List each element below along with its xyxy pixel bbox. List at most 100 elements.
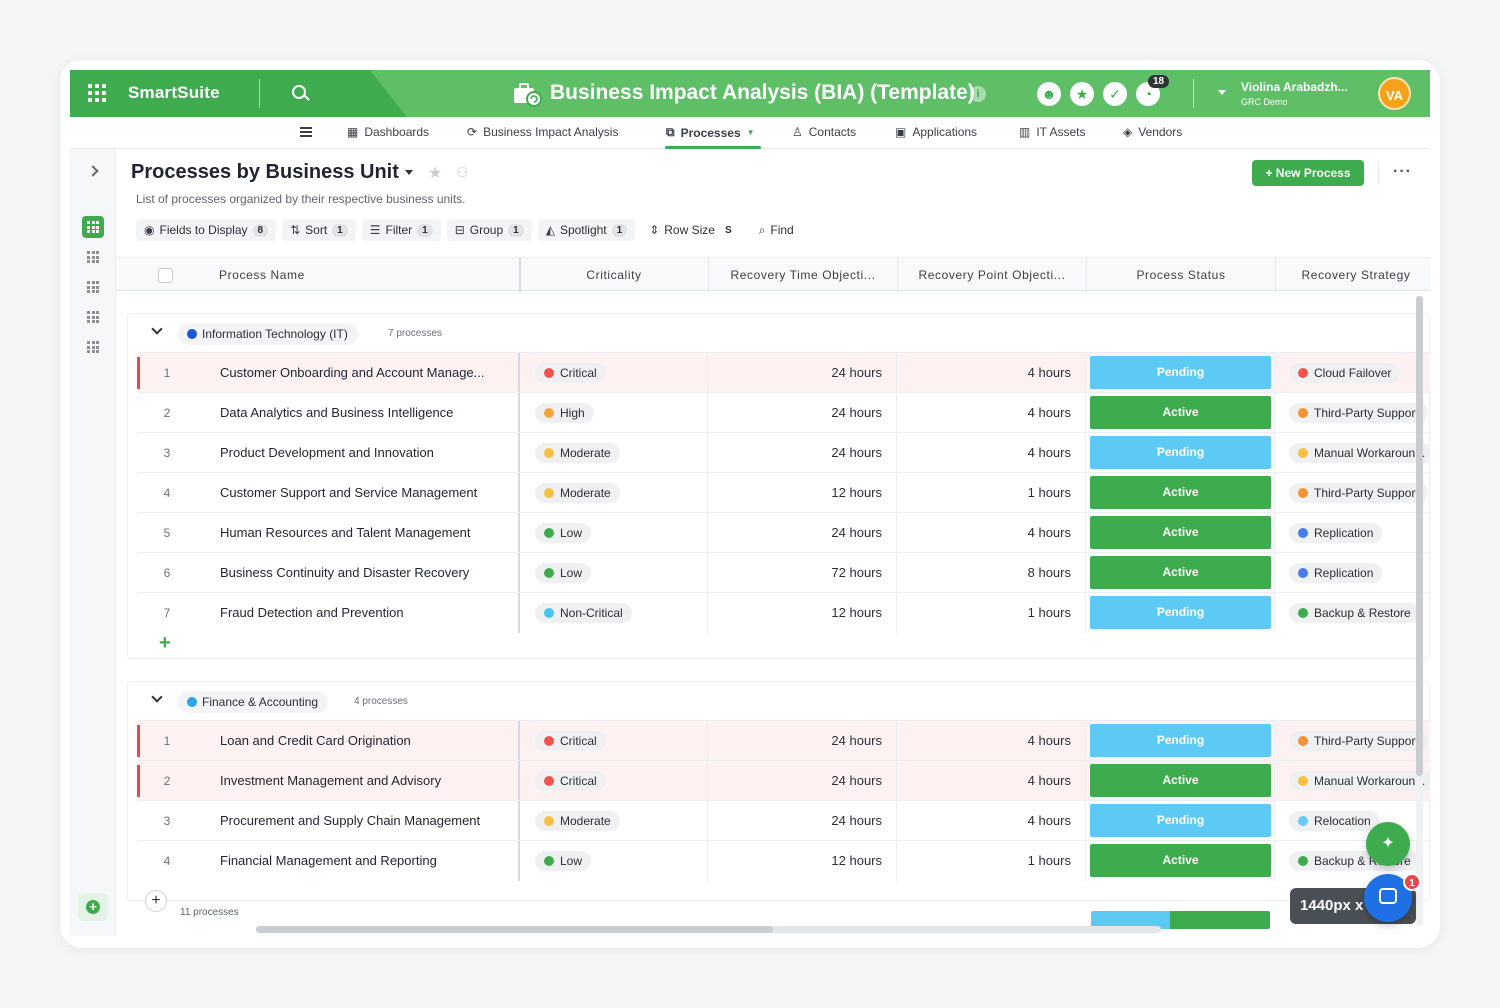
criticality-chip[interactable]: Critical bbox=[535, 771, 606, 791]
status-cell[interactable]: Active bbox=[1090, 476, 1271, 509]
map-view-button[interactable] bbox=[82, 306, 104, 328]
scroll-thumb[interactable] bbox=[256, 926, 773, 933]
status-cell[interactable]: Pending bbox=[1090, 596, 1271, 629]
criticality-chip[interactable]: Moderate bbox=[535, 483, 620, 503]
rto-value[interactable]: 24 hours bbox=[831, 445, 882, 460]
rpo-value[interactable]: 4 hours bbox=[1027, 405, 1071, 420]
team-icon[interactable]: ☻ bbox=[1037, 82, 1061, 106]
more-options-icon[interactable]: ··· bbox=[1393, 163, 1412, 180]
rto-value[interactable]: 24 hours bbox=[831, 733, 882, 748]
horizontal-scrollbar[interactable] bbox=[256, 926, 1161, 933]
status-cell[interactable]: Pending bbox=[1090, 436, 1271, 469]
criticality-chip[interactable]: Moderate bbox=[535, 811, 620, 831]
page-title[interactable]: Processes by Business Unit bbox=[131, 161, 399, 183]
process-name[interactable]: Data Analytics and Business Intelligence bbox=[220, 405, 454, 420]
table-row[interactable]: 3 Product Development and Innovation Moder… bbox=[137, 432, 1430, 473]
table-row[interactable]: 7 Fraud Detection and Prevention Non-Criti… bbox=[137, 592, 1430, 633]
row-size-button[interactable]: ⇕ Row Size S bbox=[649, 223, 732, 237]
recovery-strategy-chip[interactable]: Third-Party Support bbox=[1289, 483, 1428, 503]
solution-title[interactable]: Business Impact Analysis (BIA) (Template… bbox=[550, 81, 975, 104]
info-icon[interactable]: i bbox=[970, 86, 986, 102]
group-button[interactable]: ⊟ Group 1 bbox=[446, 219, 532, 241]
process-name[interactable]: Financial Management and Reporting bbox=[220, 853, 437, 868]
criticality-chip[interactable]: Critical bbox=[535, 731, 606, 751]
ai-assistant-button[interactable]: ✦ bbox=[1366, 822, 1410, 866]
chevron-down-icon[interactable] bbox=[151, 323, 163, 335]
nav-item-applications[interactable]: ▣ Applications bbox=[895, 125, 978, 139]
chevron-down-icon[interactable] bbox=[405, 170, 413, 175]
column-header-rto[interactable]: Recovery Time Objecti... bbox=[730, 268, 876, 282]
nav-item-processes[interactable]: ⧉ Processes ▼ bbox=[666, 125, 755, 140]
nav-item-it-assets[interactable]: ▥ IT Assets bbox=[1019, 125, 1086, 139]
criticality-chip[interactable]: Critical bbox=[535, 363, 606, 383]
recovery-strategy-chip[interactable]: Backup & Restore bbox=[1289, 603, 1420, 623]
sort-button[interactable]: ⇅ Sort 1 bbox=[282, 219, 356, 241]
column-header-rpo[interactable]: Recovery Point Objecti... bbox=[918, 268, 1066, 282]
rpo-value[interactable]: 1 hours bbox=[1027, 853, 1071, 868]
table-row[interactable]: 4 Customer Support and Service Management… bbox=[137, 472, 1430, 513]
table-row[interactable]: 1 Customer Onboarding and Account Manage.… bbox=[137, 352, 1430, 393]
process-name[interactable]: Fraud Detection and Prevention bbox=[220, 605, 404, 620]
status-cell[interactable]: Active bbox=[1090, 764, 1271, 797]
avatar[interactable]: VA bbox=[1378, 77, 1411, 110]
table-row[interactable]: 1 Loan and Credit Card Origination Critica… bbox=[137, 720, 1430, 761]
column-header-criticality[interactable]: Criticality bbox=[586, 268, 642, 282]
status-cell[interactable]: Pending bbox=[1090, 356, 1271, 389]
column-header-process-status[interactable]: Process Status bbox=[1136, 268, 1226, 282]
table-row[interactable]: 3 Procurement and Supply Chain Management… bbox=[137, 800, 1430, 841]
rpo-value[interactable]: 4 hours bbox=[1027, 813, 1071, 828]
process-name[interactable]: Customer Support and Service Management bbox=[220, 485, 478, 500]
nav-item-business-impact-analysis[interactable]: ⟳ Business Impact Analysis bbox=[467, 125, 619, 139]
rpo-value[interactable]: 8 hours bbox=[1027, 565, 1071, 580]
recovery-strategy-chip[interactable]: Replication bbox=[1289, 563, 1383, 583]
rto-value[interactable]: 72 hours bbox=[831, 565, 882, 580]
recovery-strategy-chip[interactable]: Relocation bbox=[1289, 811, 1380, 831]
group-label[interactable]: Finance & Accounting bbox=[178, 691, 329, 713]
criticality-chip[interactable]: Low bbox=[535, 851, 592, 871]
table-row[interactable]: 5 Human Resources and Talent Management Lo… bbox=[137, 512, 1430, 553]
rto-value[interactable]: 12 hours bbox=[831, 853, 882, 868]
column-header-recovery-strategy[interactable]: Recovery Strategy bbox=[1301, 268, 1411, 282]
filter-button[interactable]: ☰ Filter 1 bbox=[361, 219, 441, 241]
hamburger-menu-icon[interactable] bbox=[300, 127, 312, 137]
add-record-button[interactable]: + bbox=[145, 890, 167, 912]
rto-value[interactable]: 24 hours bbox=[831, 773, 882, 788]
chevron-down-icon[interactable] bbox=[1218, 90, 1226, 95]
star-icon[interactable]: ★ bbox=[428, 165, 443, 182]
apps-grid-icon[interactable] bbox=[88, 84, 106, 102]
chevron-down-icon[interactable] bbox=[151, 691, 163, 703]
rto-value[interactable]: 12 hours bbox=[831, 485, 882, 500]
recovery-strategy-chip[interactable]: Third-Party Support bbox=[1289, 403, 1428, 423]
status-cell[interactable]: Pending bbox=[1090, 804, 1271, 837]
status-cell[interactable]: Active bbox=[1090, 556, 1271, 589]
group-label[interactable]: Information Technology (IT) bbox=[178, 323, 358, 345]
grid-view-button[interactable] bbox=[82, 216, 104, 238]
fields-to-display-button[interactable]: ◉ Fields to Display 8 bbox=[136, 219, 277, 241]
process-name[interactable]: Product Development and Innovation bbox=[220, 445, 434, 460]
chart-view-button[interactable] bbox=[82, 336, 104, 358]
spotlight-button[interactable]: ◭ Spotlight 1 bbox=[537, 219, 636, 241]
status-cell[interactable]: Active bbox=[1090, 396, 1271, 429]
criticality-chip[interactable]: Moderate bbox=[535, 443, 620, 463]
rto-value[interactable]: 12 hours bbox=[831, 605, 882, 620]
table-row[interactable]: 2 Data Analytics and Business Intelligenc… bbox=[137, 392, 1430, 433]
rto-value[interactable]: 24 hours bbox=[831, 525, 882, 540]
brand-logo[interactable]: SmartSuite bbox=[128, 83, 220, 102]
kanban-view-button[interactable] bbox=[82, 276, 104, 298]
rpo-value[interactable]: 4 hours bbox=[1027, 733, 1071, 748]
process-name[interactable]: Loan and Credit Card Origination bbox=[220, 733, 411, 748]
scroll-thumb[interactable] bbox=[1416, 296, 1423, 776]
add-record-button[interactable]: + bbox=[159, 632, 171, 654]
rpo-value[interactable]: 4 hours bbox=[1027, 445, 1071, 460]
add-view-button[interactable]: + bbox=[78, 893, 108, 921]
user-name[interactable]: Violina Arabadzh... bbox=[1241, 80, 1348, 94]
process-name[interactable]: Investment Management and Advisory bbox=[220, 773, 442, 788]
process-name[interactable]: Business Continuity and Disaster Recover… bbox=[220, 565, 470, 580]
team-icon[interactable]: ⚇ bbox=[456, 164, 469, 180]
rto-value[interactable]: 24 hours bbox=[831, 405, 882, 420]
nav-item-vendors[interactable]: ◈ Vendors bbox=[1123, 125, 1183, 139]
criticality-chip[interactable]: Low bbox=[535, 523, 592, 543]
rpo-value[interactable]: 4 hours bbox=[1027, 365, 1071, 380]
rpo-value[interactable]: 1 hours bbox=[1027, 485, 1071, 500]
rpo-value[interactable]: 1 hours bbox=[1027, 605, 1071, 620]
